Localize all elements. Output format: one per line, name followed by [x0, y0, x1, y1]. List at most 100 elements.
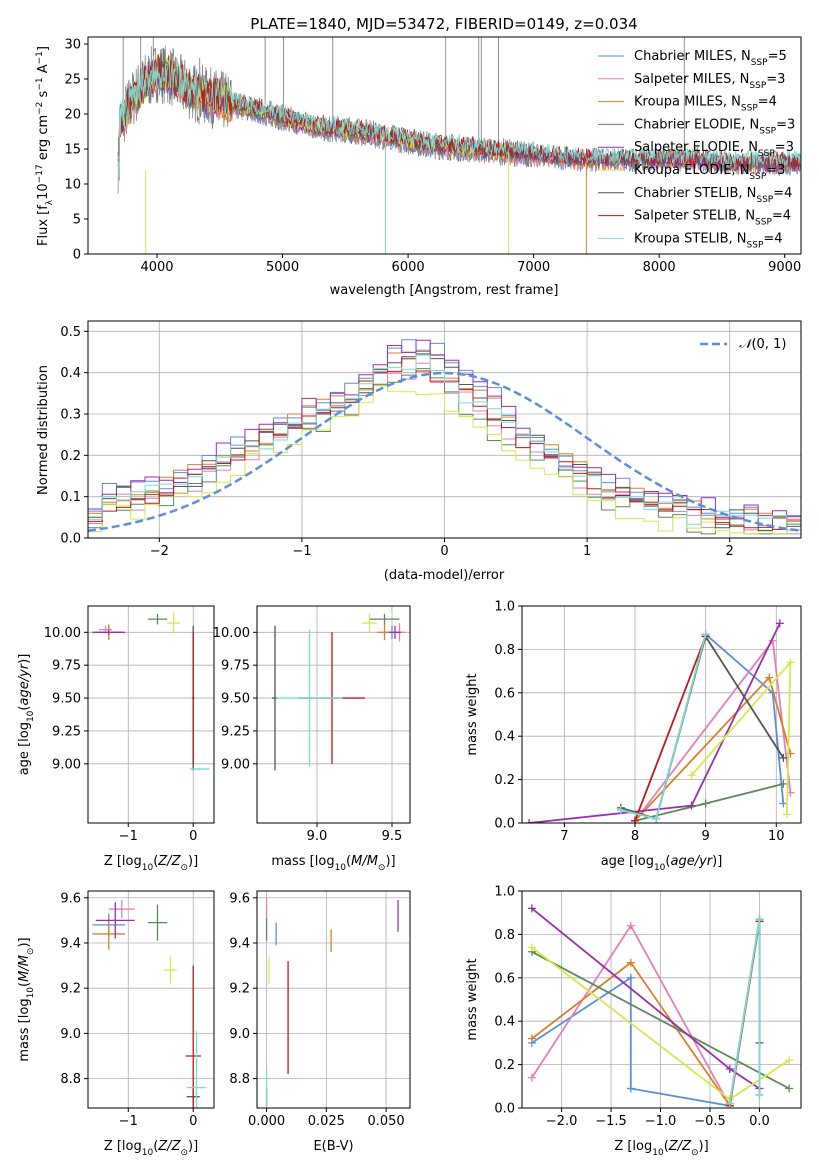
- y-tick-label: 0.2: [494, 1058, 515, 1073]
- panel-residuals: −2 −1 0 1 2 0.0 0.1 0.2 0.3 0.4 0.5 (data-model)/er…: [36, 320, 802, 583]
- series-line-kroupa_elodie: [690, 659, 792, 815]
- label-part: SSP: [749, 172, 766, 182]
- axes-frame: [87, 36, 802, 255]
- label-part: λ: [45, 199, 55, 205]
- label-part: Z/Z: [157, 854, 181, 869]
- axes-frame: [521, 890, 802, 1109]
- y-tick-label: 9.0: [229, 1027, 250, 1042]
- label-part: mass [log: [17, 998, 32, 1061]
- x-tick-label: 0: [189, 829, 197, 844]
- label-part: −2: [35, 102, 45, 115]
- x-tick-label: −0.5: [694, 1114, 726, 1129]
- y-tick-label: 0.2: [494, 773, 515, 788]
- label-part: Z [log: [104, 854, 142, 869]
- label-part: SSP: [755, 218, 772, 228]
- label-part: 10: [142, 863, 154, 873]
- x-tick-label: −1: [119, 1114, 138, 1129]
- label-part: Kroupa ELODIE, N: [634, 163, 749, 178]
- label-part: =4: [772, 209, 791, 224]
- y-tick-label: 9.50: [221, 692, 250, 707]
- x-tick-label: 0: [189, 1114, 197, 1129]
- label-part: =3: [766, 72, 785, 87]
- series-line-salpeter_elodie: [529, 623, 781, 823]
- y-tick-label: 10.00: [44, 626, 81, 641]
- y-tick-label: 8.8: [229, 1072, 250, 1087]
- y-tick-label: 25: [64, 73, 81, 88]
- axes-frame: [256, 605, 411, 824]
- x-tick-label: 7000: [517, 260, 550, 275]
- label-part: 10: [654, 863, 666, 873]
- label-part: Chabrier MILES, N: [634, 49, 751, 64]
- y-tick-label: 0.1: [60, 490, 81, 505]
- label-part: SSP: [747, 240, 764, 250]
- label-part: SSP: [749, 81, 766, 91]
- label-part: Kroupa MILES, N: [634, 95, 741, 110]
- label-part: (: [153, 854, 158, 869]
- label-part: SSP: [759, 126, 776, 136]
- y-tick-label: 0.5: [60, 325, 81, 340]
- plot-area-age_vs_Z: [92, 612, 210, 771]
- plot-area-mass_vs_Z: [92, 900, 207, 1108]
- x-tick-label: 8000: [643, 260, 676, 275]
- series-line-chabrier_miles: [531, 921, 761, 1107]
- y-axis-label: Normed distribution: [36, 365, 51, 495]
- label-part: =3: [766, 163, 785, 178]
- legend-label: Salpeter STELIB, NSSP=4: [634, 209, 791, 228]
- y-tick-label: 9.00: [52, 757, 81, 772]
- x-tick-label: 10: [768, 829, 785, 844]
- series-line-kroupa_miles: [634, 675, 792, 822]
- label-part: Z/Z: [157, 1139, 181, 1154]
- label-part: )]: [385, 854, 395, 869]
- label-part: age/yr: [670, 854, 713, 869]
- label-part: =5: [768, 49, 787, 64]
- y-tick-label: 1.0: [494, 600, 515, 615]
- label-part: s: [36, 90, 51, 101]
- y-tick-label: 0.0: [494, 817, 515, 832]
- label-part: ⊙: [26, 948, 36, 956]
- y-tick-label: 9.25: [221, 724, 250, 739]
- y-tick-label: 0.0: [494, 1102, 515, 1117]
- label-part: age [log: [17, 722, 32, 775]
- legend-label: Chabrier ELODIE, NSSP=3: [634, 117, 795, 136]
- y-tick-label: 0.2: [60, 449, 81, 464]
- panels: 4000 5000 6000 7000 8000 9000051015202530wave…: [17, 36, 802, 1158]
- plot-area-age_vs_mass: [272, 613, 406, 771]
- y-tick-label: 30: [64, 38, 81, 53]
- label-part: (: [153, 1139, 158, 1154]
- axes-frame: [87, 605, 215, 824]
- x-tick-label: 1: [583, 544, 591, 559]
- legend-label: 𝒩(0, 1): [739, 337, 786, 352]
- label-part: M/M: [351, 854, 378, 869]
- label-part: SSP: [751, 58, 768, 68]
- label-part: (: [664, 1139, 669, 1154]
- label-part: Kroupa STELIB, N: [634, 231, 747, 246]
- series-line-chabrier_elodie: [531, 951, 790, 1090]
- x-tick-label: −2.0: [546, 1114, 578, 1129]
- y-tick-label: 9.6: [60, 891, 81, 906]
- label-part: erg cm: [36, 115, 51, 164]
- plot-area-weight_vs_Z: [527, 904, 794, 1108]
- label-part: ⊙: [180, 863, 188, 873]
- label-part: age [log: [601, 854, 654, 869]
- label-part: Z [log: [614, 1139, 652, 1154]
- panel-spectrum: 4000 5000 6000 7000 8000 9000 0 5 10 15 20 25 30 wave…: [35, 36, 802, 298]
- x-tick-label: 2: [726, 544, 734, 559]
- label-part: )]: [188, 1139, 198, 1154]
- legend-label: Salpeter MILES, NSSP=3: [634, 72, 785, 91]
- label-part: =3: [775, 140, 794, 155]
- x-tick-label: −1.0: [645, 1114, 677, 1129]
- y-tick-label: 9.0: [60, 1027, 81, 1042]
- y-tick-label: 10.00: [213, 626, 250, 641]
- label-part: )]: [188, 854, 198, 869]
- x-tick-label: 0.0: [749, 1114, 770, 1129]
- x-tick-label: −1.5: [595, 1114, 627, 1129]
- axes-frame: [521, 605, 802, 824]
- x-tick-label: 0.025: [308, 1114, 345, 1129]
- series-line-chabrier_miles: [620, 632, 785, 820]
- axes-frame: [256, 890, 411, 1109]
- x-axis-label: (data-model)/error: [384, 568, 505, 583]
- legend-label: Chabrier STELIB, NSSP=4: [634, 186, 792, 205]
- y-tick-label: 9.2: [60, 982, 81, 997]
